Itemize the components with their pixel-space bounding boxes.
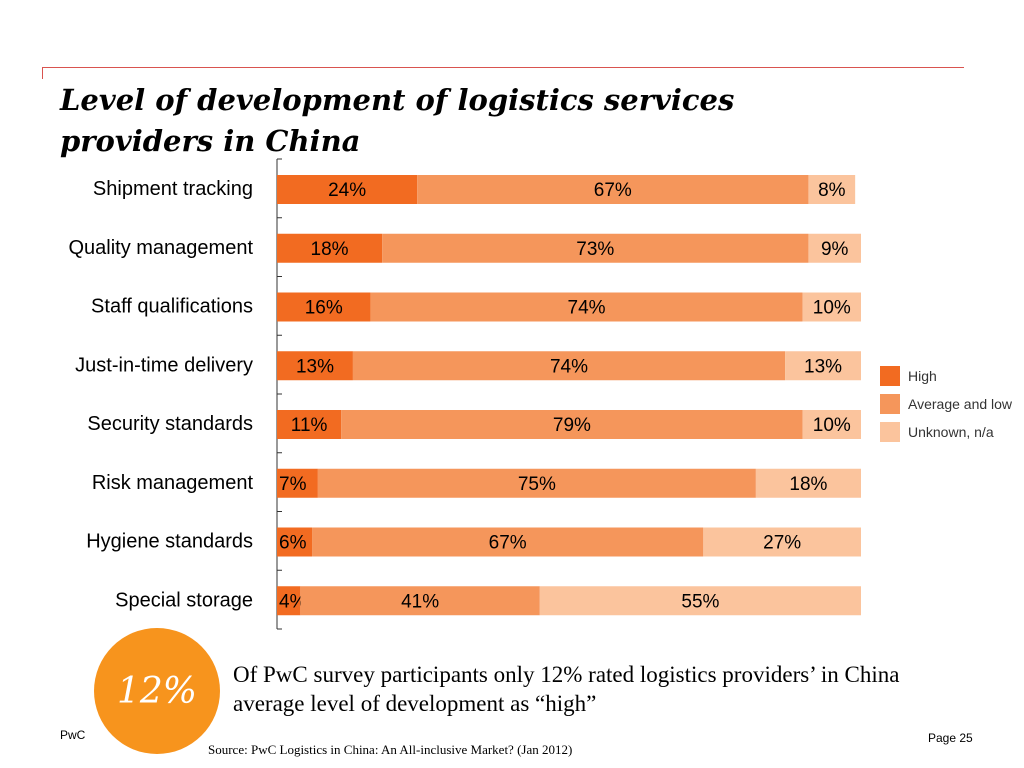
data-label: 67% [489,533,527,554]
bar-segment [382,233,809,263]
data-label: 7% [279,474,307,495]
stacked-bar-chart: Shipment tracking 24% 67% 8% Quality managem… [68,158,861,630]
bar-segment [802,292,861,322]
legend-label-unknown: Unknown, n/a [908,424,994,440]
bar-segment [808,175,856,204]
bar-segment [352,351,786,381]
highlight-badge: 12% [94,628,220,754]
legend-item-average-and-low: Average and low [880,390,1012,418]
bar-segment [277,410,342,439]
bar-segment [277,586,301,616]
bar-segment [755,468,861,498]
data-label: 55% [681,591,719,612]
bar-segment [785,351,861,381]
category-label: Special storage [115,589,253,611]
bar-segment [317,468,756,498]
callout-text: Of PwC survey participants only 12% rate… [233,662,900,716]
chart-legend: High Average and low Unknown, n/a [880,362,1012,446]
category-label: Risk management [92,472,254,494]
data-label: 27% [763,533,801,554]
data-label: 11% [291,415,328,436]
bar-segment [341,410,803,439]
data-label: 73% [576,239,614,260]
bar-segment [277,292,371,322]
data-label: 6% [279,533,307,554]
data-label: 4% [279,591,307,612]
bar-segment [277,351,353,381]
data-label: 24% [328,180,366,201]
data-label: 67% [594,180,632,201]
data-label: 18% [789,474,827,495]
bar-segment [370,292,803,322]
data-label: 13% [804,356,842,377]
legend-label-average-and-low: Average and low [908,396,1013,412]
category-label: Quality management [68,237,253,259]
page-number: Page 25 [928,731,973,745]
legend-item-unknown: Unknown, n/a [880,418,1012,446]
data-label: 8% [818,180,846,201]
category-label: Hygiene standards [86,531,253,553]
legend-item-high: High [880,362,1012,390]
data-label: 10% [813,298,851,319]
legend-swatch-average-and-low [880,394,900,414]
highlight-badge-value: 12% [116,670,197,712]
bar-segment [277,233,383,263]
bar-segment [703,527,861,557]
bar-segment [277,175,418,204]
bar-segment [539,586,861,616]
data-label: 74% [568,298,606,319]
bar-segment [802,410,861,439]
legend-swatch-unknown [880,422,900,442]
bar-segment [808,233,861,263]
data-label: 74% [550,356,588,377]
page-title: Level of development of logistics servic… [60,83,735,158]
bar-segment [277,527,313,557]
legend-swatch-high [880,366,900,386]
category-label: Staff qualifications [91,296,253,318]
data-label: 18% [311,239,349,260]
data-label: 79% [553,415,591,436]
category-label: Just-in-time delivery [75,354,253,376]
data-label: 41% [401,591,439,612]
top-rule [42,67,964,68]
data-label: 13% [296,356,334,377]
data-label: 75% [518,474,556,495]
legend-label-high: High [908,368,937,384]
top-rule-tick [42,67,43,79]
bar-segment [300,586,540,616]
footer-brand: PwC [60,728,86,742]
category-label: Security standards [87,413,253,435]
category-label: Shipment tracking [93,178,253,200]
bar-segment [277,468,318,498]
source-note: Source: PwC Logistics in China: An All-i… [208,742,573,757]
data-label: 10% [813,415,851,436]
bar-segment [312,527,704,557]
bar-segment [417,175,809,204]
data-label: 16% [305,298,343,319]
data-label: 9% [821,239,849,260]
